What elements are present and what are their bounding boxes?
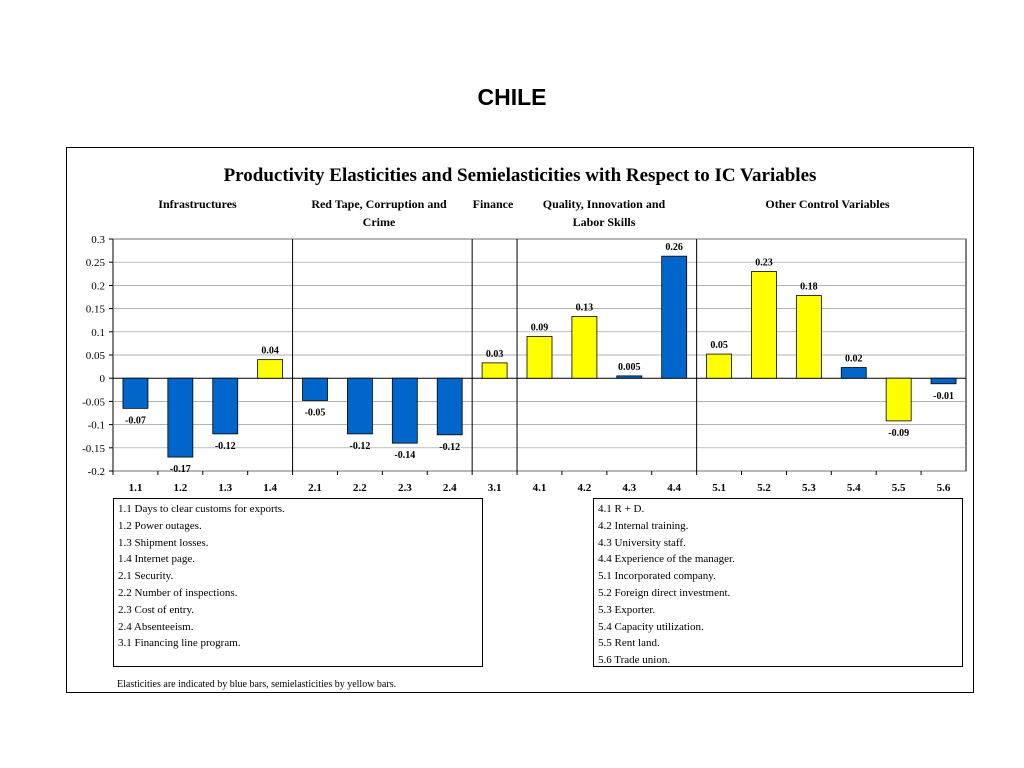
data-label: -0.12 — [215, 441, 236, 452]
legend-item: 2.4 Absenteeism. — [118, 620, 194, 633]
legend-left: 1.1 Days to clear customs for exports. 1.… — [113, 498, 483, 667]
legend-item: 4.2 Internal training. — [598, 519, 689, 532]
y-tick-label: -0.2 — [88, 466, 105, 478]
group-label-other-controls: Other Control Variables — [765, 197, 890, 211]
x-tick-label: 3.1 — [488, 482, 502, 494]
data-label: -0.01 — [933, 391, 954, 402]
legend-item: 1.1 Days to clear customs for exports. — [118, 503, 285, 515]
legend-item: 2.3 Cost of entry. — [118, 603, 194, 616]
group-label-finance: Finance — [472, 197, 514, 211]
footnote: Elasticities are indicated by blue bars,… — [117, 679, 397, 690]
x-tick-label: 4.2 — [578, 482, 592, 494]
bar-1.4 — [257, 359, 284, 379]
data-label: -0.07 — [125, 415, 146, 426]
bar-5.1 — [706, 353, 732, 379]
x-tick-label: 2.1 — [308, 482, 322, 494]
data-label: 0.13 — [576, 302, 594, 313]
data-label: -0.05 — [305, 407, 326, 418]
y-tick-label: 0.25 — [86, 257, 106, 269]
bar-1.3 — [212, 377, 239, 435]
x-tick-label: 5.4 — [847, 482, 861, 494]
legend-item: 4.4 Experience of the manager. — [598, 553, 735, 566]
chart-title: Productivity Elasticities and Semielasti… — [223, 165, 817, 186]
y-tick-label: 0.05 — [86, 350, 106, 362]
legend-item: 5.6 Trade union. — [598, 654, 671, 667]
legend-item: 3.1 Financing line program. — [118, 637, 241, 650]
bar-4.2 — [571, 316, 598, 379]
x-tick-label: 4.1 — [533, 482, 547, 494]
x-tick-label: 2.2 — [353, 482, 367, 494]
data-label: 0.04 — [261, 346, 279, 357]
data-label: -0.12 — [349, 441, 370, 452]
bar-4.1 — [526, 336, 553, 379]
legend-right: 4.1 R + D. 4.2 Internal training. 4.3 Univ… — [593, 498, 963, 667]
data-label: 0.05 — [710, 340, 728, 351]
data-label: -0.14 — [394, 450, 415, 461]
bar-3.1 — [481, 362, 508, 379]
y-tick-label: -0.15 — [82, 443, 105, 455]
legend-item: 2.2 Number of inspections. — [118, 586, 238, 599]
data-label: -0.17 — [170, 464, 191, 475]
legend-item: 1.3 Shipment losses. — [118, 536, 209, 549]
chart-frame — [66, 147, 974, 693]
legend-item: 5.2 Foreign direct investment. — [598, 586, 731, 599]
legend-item: 5.3 Exporter. — [598, 603, 656, 616]
data-label: 0.03 — [486, 349, 504, 360]
x-tick-label: 1.4 — [263, 482, 277, 494]
legend-item: 1.2 Power outages. — [118, 519, 202, 532]
data-label: 0.18 — [800, 282, 818, 293]
x-tick-label: 2.3 — [398, 482, 412, 494]
bar-4.4 — [661, 255, 688, 379]
page-title: CHILE — [477, 84, 547, 110]
legend-item: 4.3 University staff. — [598, 536, 686, 549]
group-label-red-tape: Red Tape, Corruption and Crime — [311, 197, 447, 229]
x-tick-label: 1.2 — [173, 482, 187, 494]
legend-item: 1.4 Internet page. — [118, 553, 195, 566]
bar-5.4 — [840, 367, 867, 379]
data-label: 0.26 — [665, 242, 683, 253]
x-tick-label: 1.1 — [129, 482, 143, 494]
data-label: 0.09 — [531, 322, 549, 333]
x-tick-label: 4.3 — [622, 482, 636, 494]
y-tick-label: 0 — [100, 373, 106, 385]
data-label: -0.12 — [439, 442, 460, 453]
x-tick-label: 4.4 — [667, 482, 681, 494]
x-tick-label: 5.3 — [802, 482, 816, 494]
data-label: -0.09 — [888, 428, 909, 439]
bar-2.4 — [436, 377, 463, 436]
bar-2.2 — [347, 377, 373, 435]
bar-1.1 — [122, 377, 149, 409]
group-label-infrastructures: Infrastructures — [158, 197, 237, 211]
group-label-quality-innovation: Quality, Innovation and Labor Skills — [542, 197, 666, 229]
bar-2.3 — [391, 377, 418, 444]
legend-item: 5.5 Rent land. — [598, 637, 660, 650]
x-tick-label: 5.6 — [937, 482, 951, 494]
bar-1.2 — [167, 377, 194, 458]
legend-item: 4.1 R + D. — [598, 503, 645, 515]
bar-5.2 — [751, 271, 777, 379]
legend-item: 2.1 Security. — [118, 570, 174, 583]
x-tick-label: 2.4 — [443, 482, 457, 494]
x-tick-label: 5.1 — [712, 482, 726, 494]
bar-5.3 — [795, 295, 822, 379]
x-tick-label: 5.5 — [892, 482, 906, 494]
y-tick-label: -0.05 — [82, 396, 105, 408]
legend-item: 5.1 Incorporated company. — [598, 570, 716, 583]
x-tick-label: 5.2 — [757, 482, 771, 494]
y-tick-label: 0.3 — [91, 234, 105, 246]
bar-4.3 — [616, 375, 643, 379]
bar-2.1 — [302, 377, 328, 401]
data-label: 0.005 — [618, 362, 641, 373]
y-tick-label: 0.1 — [91, 327, 105, 339]
y-tick-label: 0.15 — [86, 304, 106, 316]
data-label: 0.02 — [845, 354, 863, 365]
bar-5.6 — [930, 377, 957, 385]
data-label: 0.23 — [755, 257, 773, 268]
y-tick-label: -0.1 — [88, 420, 105, 432]
legend-item: 5.4 Capacity utilization. — [598, 620, 704, 633]
y-tick-label: 0.2 — [91, 280, 105, 292]
bar-5.5 — [885, 377, 912, 422]
x-tick-label: 1.3 — [218, 482, 232, 494]
